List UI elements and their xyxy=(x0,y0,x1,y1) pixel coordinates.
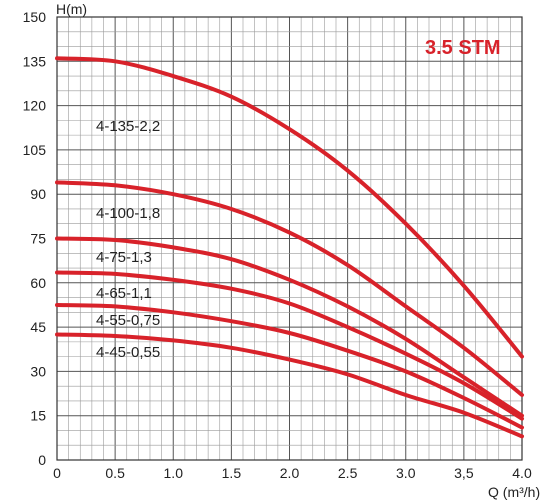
curve-label: 4-65-1,1 xyxy=(96,285,152,302)
x-tick-label: 1.0 xyxy=(164,465,184,481)
chart-title: 3.5 STM xyxy=(425,37,501,59)
x-tick-label: 3,5 xyxy=(454,465,474,481)
axis-ticks: 0 0.5 1.0 1.5 2.0 2.5 3.0 3,5 4.0 0 15 30 45 60 75 90 10… xyxy=(23,9,532,481)
curve-labels: 4-135-2,2 4-100-1,8 4-75-1,3 4-65-1,1 4-55-0… xyxy=(96,118,160,361)
y-tick-label: 135 xyxy=(23,53,47,69)
y-tick-label: 75 xyxy=(30,231,46,247)
x-tick-label: 2.5 xyxy=(338,465,358,481)
x-tick-label: 3.0 xyxy=(396,465,416,481)
curve-4-65-1,1 xyxy=(55,270,524,421)
x-tick-label: 1.5 xyxy=(222,465,242,481)
x-tick-label: 4.0 xyxy=(512,465,532,481)
x-axis-label: Q (m³/h) xyxy=(488,484,540,500)
y-tick-label: 120 xyxy=(23,98,47,114)
x-tick-label: 0.5 xyxy=(105,465,125,481)
curve-label: 4-55-0,75 xyxy=(96,312,160,329)
grid xyxy=(56,16,523,461)
curve-label: 4-75-1,3 xyxy=(96,249,152,266)
y-tick-label: 105 xyxy=(23,142,47,158)
performance-curves xyxy=(55,56,524,439)
y-tick-label: 15 xyxy=(30,408,46,424)
y-axis-label: H(m) xyxy=(56,1,87,17)
curve-label: 4-45-0,55 xyxy=(96,344,160,361)
y-tick-label: 60 xyxy=(30,275,46,291)
y-tick-label: 90 xyxy=(30,186,46,202)
y-tick-label: 30 xyxy=(30,363,46,379)
y-tick-label: 45 xyxy=(30,319,46,335)
curve-label: 4-100-1,8 xyxy=(96,205,160,222)
curve-4-55-0,75 xyxy=(55,303,524,430)
curve-4-135-2,2 xyxy=(55,56,524,359)
x-tick-label: 0 xyxy=(53,465,61,481)
y-tick-label: 150 xyxy=(23,9,47,25)
curve-4-45-0,55 xyxy=(55,332,524,439)
curve-4-75-1,3 xyxy=(55,236,524,418)
curve-label: 4-135-2,2 xyxy=(96,118,160,135)
curve-4-100-1,8 xyxy=(55,180,524,397)
x-tick-label: 2.0 xyxy=(280,465,300,481)
y-tick-label: 0 xyxy=(38,452,46,468)
